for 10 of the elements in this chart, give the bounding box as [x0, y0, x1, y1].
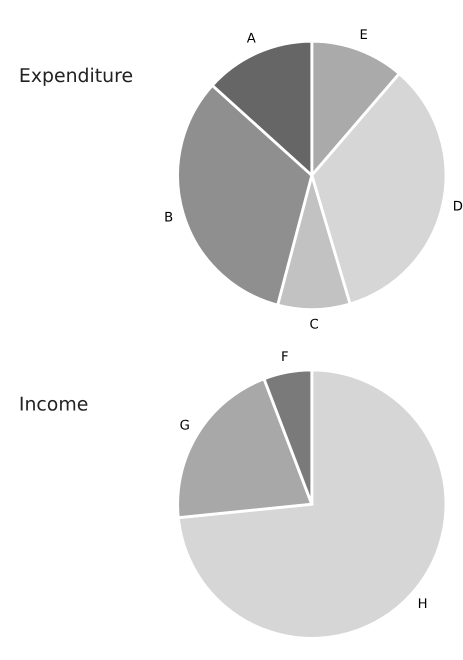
slice-label: H	[418, 597, 428, 612]
slice-label: D	[452, 199, 463, 214]
slice-label: E	[360, 28, 368, 44]
text: Income	[18, 394, 88, 416]
slice-label: C	[310, 317, 319, 332]
slice-label: A	[246, 32, 256, 47]
slice-label: G	[180, 418, 190, 434]
slice-label: F	[280, 350, 289, 366]
slice-label: B	[164, 210, 174, 226]
text: Expenditure	[18, 64, 134, 87]
